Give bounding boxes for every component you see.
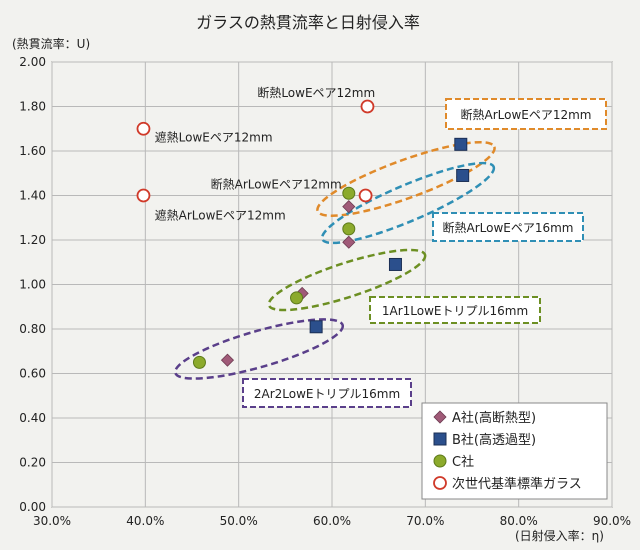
y-tick-label: 1.60 bbox=[19, 144, 46, 158]
data-point-series-3 bbox=[342, 186, 356, 200]
data-point-series-2 bbox=[388, 257, 402, 271]
legend-marker-1 bbox=[433, 410, 447, 424]
boxed-label-3-text: 1Ar1LowEトリプル16mm bbox=[382, 304, 528, 318]
x-tick-label: 40.0% bbox=[126, 514, 164, 528]
point-annotation: 遮熱LowEペア12mm bbox=[155, 130, 273, 145]
y-tick-label: 2.00 bbox=[19, 55, 46, 69]
legend-label-4: 次世代基準標準ガラス bbox=[452, 476, 582, 492]
data-point-series-1 bbox=[342, 200, 356, 214]
legend-marker-2 bbox=[433, 432, 447, 446]
legend-marker-3 bbox=[433, 454, 447, 468]
x-tick-label: 60.0% bbox=[313, 514, 351, 528]
point-annotation: 断熱ArLowEペア12mm bbox=[211, 176, 342, 191]
data-point-series-4 bbox=[360, 99, 375, 114]
legend-label-3: C社 bbox=[452, 454, 474, 470]
y-axis-label: (熱貫流率：U) bbox=[12, 36, 90, 51]
point-annotation: 断熱LowEペア12mm bbox=[257, 85, 375, 100]
y-tick-label: 0.40 bbox=[19, 411, 46, 425]
chart-title: ガラスの熱貫流率と日射侵入率 bbox=[196, 13, 420, 32]
y-tick-label: 1.40 bbox=[19, 189, 46, 203]
boxed-label-3: 1Ar1LowEトリプル16mm bbox=[369, 296, 541, 324]
group-ellipses bbox=[173, 140, 496, 380]
y-tick-label: 0.00 bbox=[19, 500, 46, 514]
boxed-label-2: 断熱ArLowEペア16mm bbox=[432, 212, 584, 242]
data-point-series-3 bbox=[290, 291, 304, 305]
y-tick-label: 1.80 bbox=[19, 100, 46, 114]
boxed-label-4: 2Ar2LowEトリプル16mm bbox=[242, 378, 412, 408]
x-tick-label: 70.0% bbox=[406, 514, 444, 528]
legend-marker-4 bbox=[433, 476, 447, 490]
data-point-series-2 bbox=[309, 320, 323, 334]
ellipse-triple-2ar bbox=[173, 318, 345, 380]
data-point-series-1 bbox=[220, 353, 235, 367]
x-tick-label: 50.0% bbox=[220, 514, 258, 528]
ellipse-triple-1ar bbox=[267, 248, 427, 312]
boxed-label-4-text: 2Ar2LowEトリプル16mm bbox=[254, 387, 400, 401]
y-tick-label: 1.20 bbox=[19, 233, 46, 247]
legend-label-2: B社(高透過型) bbox=[452, 432, 536, 448]
y-tick-label: 0.60 bbox=[19, 367, 46, 381]
x-axis-label: (日射侵入率：η) bbox=[515, 528, 604, 543]
data-point-series-4 bbox=[358, 188, 373, 203]
x-tick-label: 80.0% bbox=[500, 514, 538, 528]
data-point-series-4 bbox=[136, 188, 151, 203]
ellipse-dannetsu-ar-12 bbox=[316, 140, 496, 218]
y-tick-label: 0.80 bbox=[19, 322, 46, 336]
data-point-series-3 bbox=[192, 355, 206, 369]
boxed-label-1: 断熱ArLowEペア12mm bbox=[445, 98, 607, 130]
y-tick-label: 0.20 bbox=[19, 456, 46, 470]
legend-label-1: A社(高断熱型) bbox=[452, 410, 536, 426]
data-point-series-3 bbox=[342, 222, 356, 236]
point-annotation: 遮熱ArLowEペア12mm bbox=[155, 208, 286, 223]
boxed-label-2-text: 断熱ArLowEペア16mm bbox=[442, 220, 573, 235]
boxed-label-1-text: 断熱ArLowEペア12mm bbox=[460, 107, 591, 122]
data-point-series-2 bbox=[454, 137, 468, 151]
legend-box bbox=[421, 402, 608, 500]
data-point-series-4 bbox=[136, 121, 151, 136]
ellipse-dannetsu-ar-16 bbox=[320, 161, 496, 245]
data-point-series-2 bbox=[456, 168, 470, 182]
data-point-series-1 bbox=[342, 235, 356, 249]
x-tick-label: 90.0% bbox=[593, 514, 631, 528]
x-tick-label: 30.0% bbox=[33, 514, 71, 528]
y-tick-label: 1.00 bbox=[19, 278, 46, 292]
